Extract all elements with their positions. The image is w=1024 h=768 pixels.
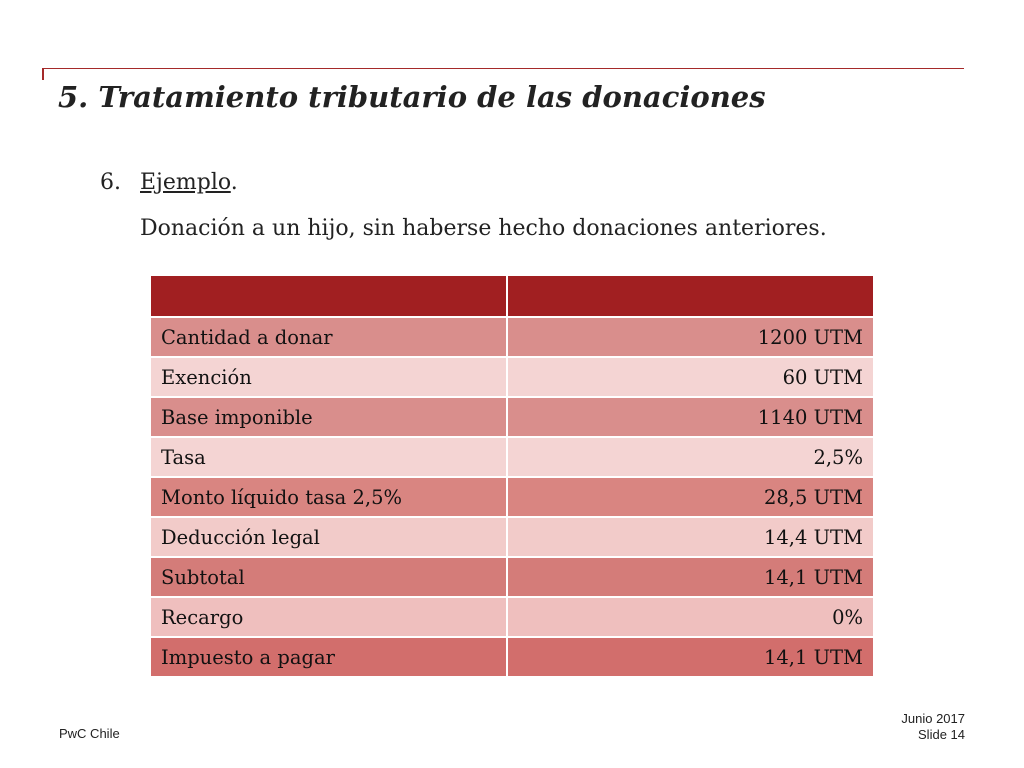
footer-meta: Junio 2017 Slide 14 [901,711,965,743]
table-row: Impuesto a pagar 14,1 UTM [149,636,875,678]
row-label: Cantidad a donar [149,316,508,358]
row-label: Impuesto a pagar [149,636,508,678]
table-header-cell [149,274,508,318]
row-label: Base imponible [149,396,508,438]
row-value: 14,4 UTM [506,516,875,558]
table-row: Tasa 2,5% [149,436,875,478]
row-label: Recargo [149,596,508,638]
table-row: Subtotal 14,1 UTM [149,556,875,598]
table-row: Cantidad a donar 1200 UTM [149,316,875,358]
row-label: Deducción legal [149,516,508,558]
row-value: 28,5 UTM [506,476,875,518]
row-label: Exención [149,356,508,398]
table-row: Exención 60 UTM [149,356,875,398]
table-row: Deducción legal 14,4 UTM [149,516,875,558]
table-row: Monto líquido tasa 2,5% 28,5 UTM [149,476,875,518]
table-header-row [149,274,875,318]
footer-company: PwC Chile [59,726,120,741]
table-row: Recargo 0% [149,596,875,638]
footer-date: Junio 2017 [901,711,965,726]
top-rule [42,68,964,69]
row-value: 14,1 UTM [506,556,875,598]
footer-slide-number: Slide 14 [918,727,965,742]
row-value: 60 UTM [506,356,875,398]
tax-table: Cantidad a donar 1200 UTM Exención 60 UTM Ba… [149,274,875,678]
row-label: Tasa [149,436,508,478]
example-description: Donación a un hijo, sin haberse hecho do… [140,216,827,241]
row-value: 0% [506,596,875,638]
item-number: 6. [100,170,121,195]
row-value: 2,5% [506,436,875,478]
table-row: Base imponible 1140 UTM [149,396,875,438]
top-rule-tick [42,68,44,80]
row-value: 14,1 UTM [506,636,875,678]
row-label: Monto líquido tasa 2,5% [149,476,508,518]
item-label: Ejemplo [140,170,231,195]
row-value: 1140 UTM [506,396,875,438]
table-header-cell [506,274,875,318]
row-value: 1200 UTM [506,316,875,358]
row-label: Subtotal [149,556,508,598]
list-item-example: 6. Ejemplo. [100,170,238,195]
item-suffix: . [230,170,238,195]
slide-title: 5. Tratamiento tributario de las donacio… [58,80,766,114]
